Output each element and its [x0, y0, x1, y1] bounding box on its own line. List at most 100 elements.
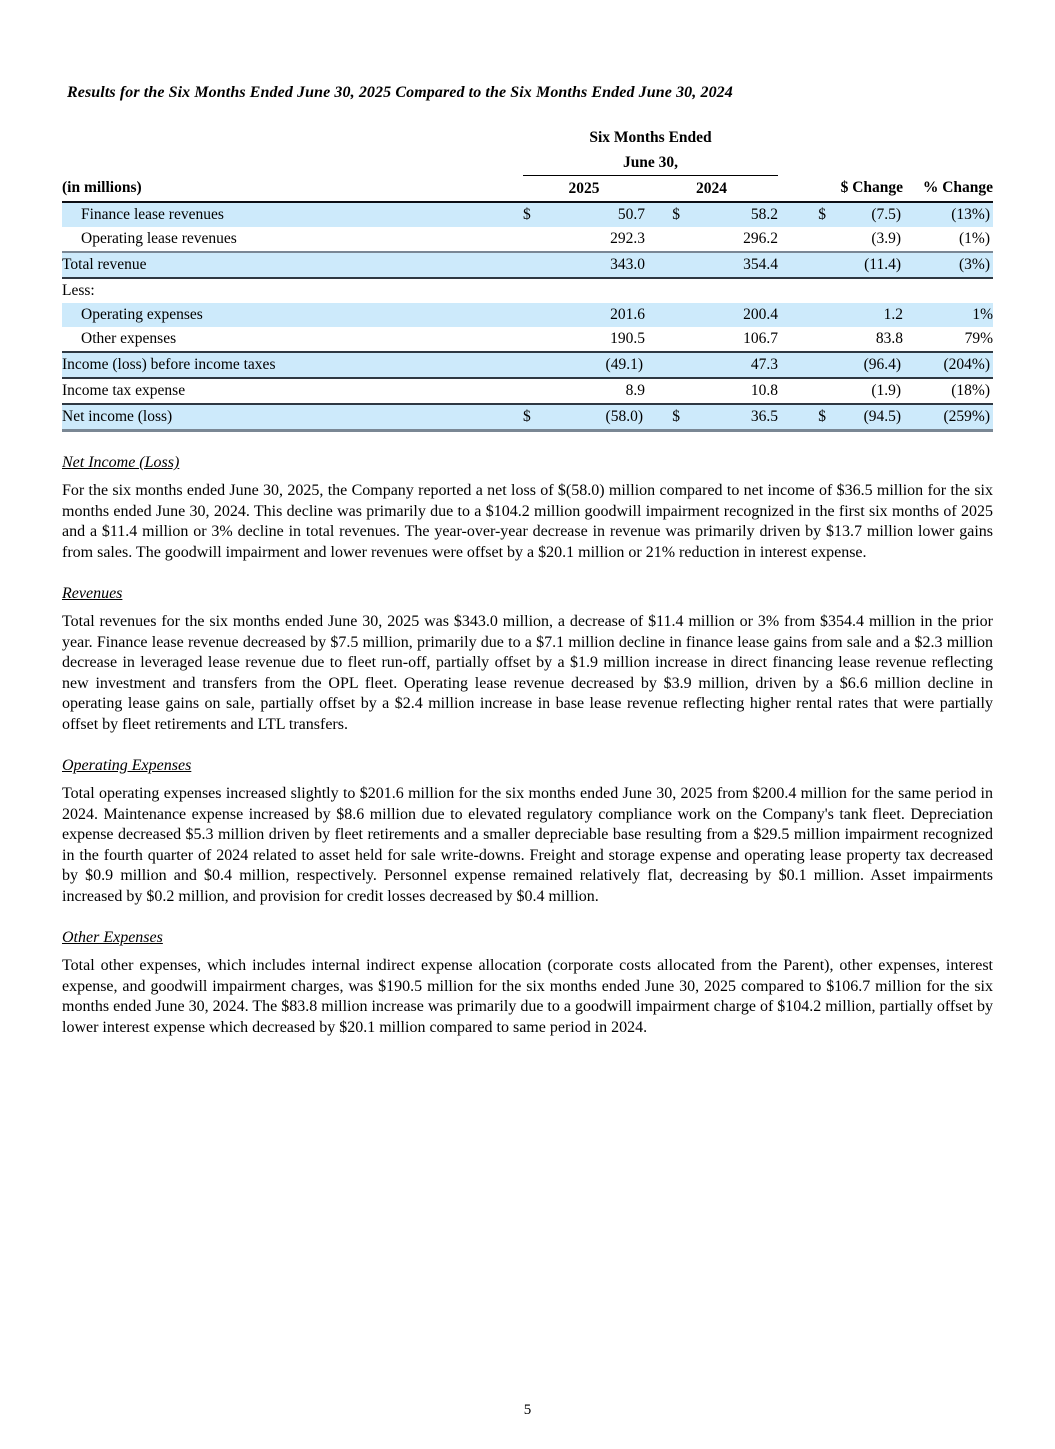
section-heading-operating-expenses: Operating Expenses [62, 757, 192, 774]
section-paragraph-net-income: For the six months ended June 30, 2025, … [62, 482, 993, 561]
value-dollar-change: (1.9) [871, 382, 902, 399]
currency-symbol [523, 278, 545, 303]
col-in-millions: (in millions) [62, 175, 523, 203]
table-row: Operating lease revenues 292.3 296.2 (3.… [62, 227, 993, 252]
currency-symbol [778, 251, 827, 279]
currency-symbol [778, 351, 827, 379]
currency-symbol [778, 303, 827, 327]
value-dollar-change [826, 278, 903, 303]
value-2025: 292.3 [610, 230, 645, 247]
doc-title: Results for the Six Months Ended June 30… [67, 84, 733, 101]
col-2025: 2025 [523, 175, 645, 203]
value-dollar-change: (96.4) [826, 351, 904, 379]
row-label: Other expenses [81, 330, 177, 347]
value-dollar-change: (94.5) [826, 403, 904, 432]
currency-symbol [645, 303, 680, 327]
value-2024: 10.8 [750, 382, 779, 399]
value-2025: 190.5 [610, 330, 645, 347]
currency-symbol [523, 227, 545, 252]
col-dollar-change: $ Change [778, 175, 904, 203]
period-header-line2: June 30, [523, 150, 779, 176]
currency-symbol: $ [523, 403, 545, 432]
row-label: Income tax expense [62, 382, 186, 399]
document-page: Results for the Six Months Ended June 30… [0, 84, 1055, 1038]
currency-symbol: $ [645, 403, 680, 432]
value-2024: 36.5 [680, 403, 779, 432]
row-label: Operating lease revenues [81, 230, 237, 247]
table-row: Other expenses 190.5 106.7 83.8 79% [62, 327, 993, 352]
value-percent-change: (1%) [959, 230, 991, 247]
value-percent-change [903, 278, 993, 303]
table-row: Total revenue 343.0 354.4 (11.4) (3%) [62, 251, 994, 279]
value-dollar-change: (7.5) [826, 202, 904, 227]
value-percent-change: (3%) [903, 251, 994, 279]
section-heading-revenues: Revenues [62, 585, 123, 602]
currency-symbol [645, 327, 680, 352]
value-2025: (49.1) [545, 351, 645, 379]
col-2024: 2024 [645, 175, 779, 203]
currency-symbol [645, 378, 680, 404]
value-2025: 8.9 [625, 382, 645, 399]
value-2024: 47.3 [680, 351, 779, 379]
value-percent-change: (204%) [903, 351, 994, 379]
value-2025: (58.0) [545, 403, 645, 432]
table-row: Net income (loss) $ (58.0) $ 36.5 $ (94.… [62, 403, 994, 432]
value-percent-change: 79% [964, 330, 994, 347]
value-2024 [680, 278, 778, 303]
currency-symbol: $ [778, 202, 827, 227]
section-paragraph-revenues: Total revenues for the six months ended … [62, 613, 993, 733]
spacer-cell [62, 125, 523, 150]
col-percent-change: % Change [903, 175, 994, 203]
table-row: Less: [62, 278, 993, 303]
value-dollar-change: 1.2 [826, 303, 904, 327]
currency-symbol [778, 327, 826, 352]
date-header-row: June 30, [62, 150, 993, 176]
value-percent-change: (13%) [903, 202, 994, 227]
currency-symbol [523, 303, 545, 327]
spacer-cell [778, 125, 993, 150]
column-header-row: (in millions) 2025 2024 $ Change % Chang… [62, 175, 994, 203]
financial-table: Six Months Ended June 30, (in millions) … [62, 125, 994, 432]
currency-symbol [523, 327, 545, 352]
table-row: Income tax expense 8.9 10.8 (1.9) (18%) [62, 378, 993, 404]
currency-symbol [778, 378, 826, 404]
value-2025: 50.7 [545, 202, 645, 227]
period-header-row: Six Months Ended [62, 125, 993, 150]
table-row: Finance lease revenues $ 50.7 $ 58.2 $ (… [62, 202, 994, 227]
section-paragraph-operating-expenses: Total operating expenses increased sligh… [62, 785, 993, 905]
currency-symbol: $ [523, 202, 545, 227]
page-number: 5 [523, 1402, 532, 1418]
currency-symbol [523, 378, 545, 404]
currency-symbol [645, 251, 680, 279]
value-2024: 296.2 [743, 230, 779, 247]
section-paragraph-other-expenses: Total other expenses, which includes int… [62, 957, 993, 1036]
value-percent-change: (18%) [951, 382, 991, 399]
currency-symbol: $ [645, 202, 680, 227]
currency-symbol [523, 251, 545, 279]
value-dollar-change: (11.4) [826, 251, 904, 279]
row-label: Operating expenses [62, 303, 523, 327]
table-row: Income (loss) before income taxes (49.1)… [62, 351, 994, 379]
value-percent-change: 1% [903, 303, 994, 327]
value-percent-change: (259%) [903, 403, 994, 432]
value-2025: 343.0 [545, 251, 645, 279]
value-2024: 200.4 [680, 303, 779, 327]
currency-symbol: $ [778, 403, 827, 432]
currency-symbol [778, 278, 826, 303]
currency-symbol [645, 278, 680, 303]
currency-symbol [778, 227, 826, 252]
row-label: Finance lease revenues [62, 202, 523, 227]
value-2025: 201.6 [545, 303, 645, 327]
row-label: Less: [62, 282, 95, 299]
row-label: Income (loss) before income taxes [62, 351, 523, 379]
value-2024: 354.4 [680, 251, 779, 279]
period-header-line1: Six Months Ended [589, 128, 712, 146]
row-label: Net income (loss) [62, 403, 523, 432]
value-dollar-change: 83.8 [875, 330, 904, 347]
currency-symbol [645, 351, 680, 379]
table-row: Operating expenses 201.6 200.4 1.2 1% [62, 303, 994, 327]
section-heading-other-expenses: Other Expenses [62, 929, 163, 946]
row-label: Total revenue [62, 251, 523, 279]
value-dollar-change: (3.9) [871, 230, 902, 247]
value-2024: 58.2 [680, 202, 779, 227]
